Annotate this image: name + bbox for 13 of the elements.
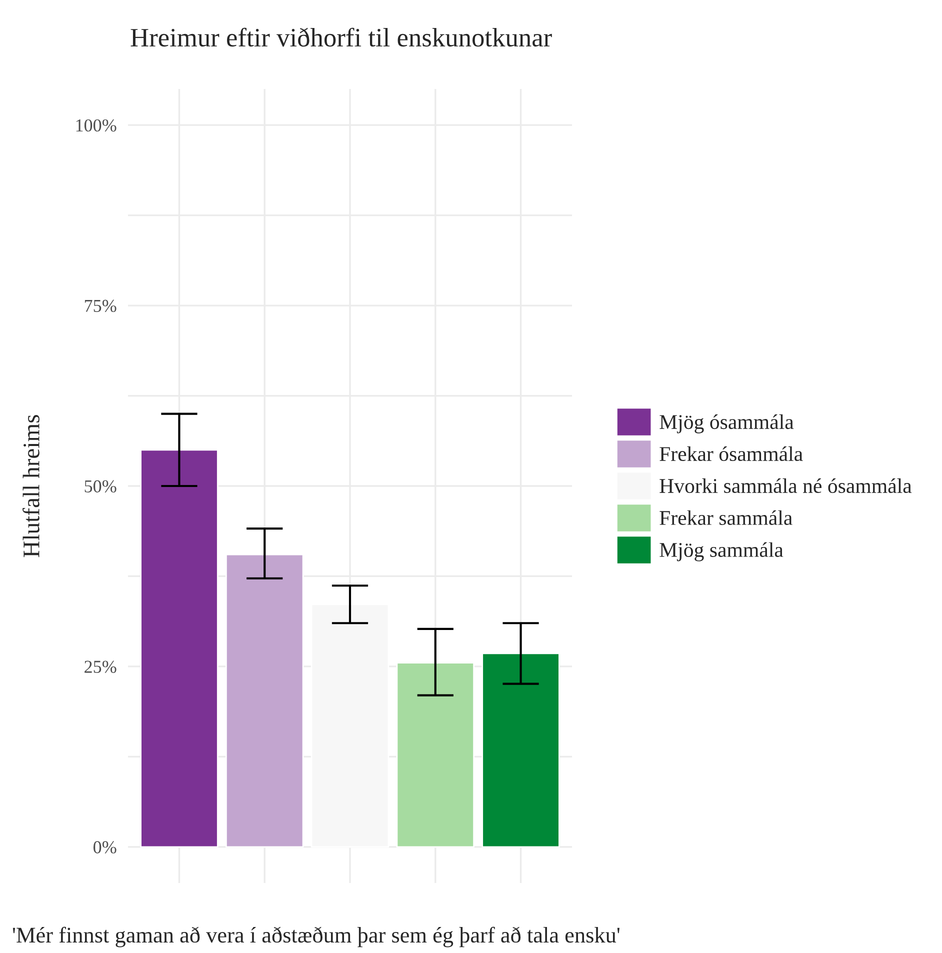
legend-label: Frekar ósammála bbox=[660, 446, 803, 462]
y-tick-label: 0% bbox=[94, 841, 116, 854]
legend-label: Hvorki sammála né ósammála bbox=[660, 478, 912, 494]
y-tick-label: 50% bbox=[84, 480, 116, 492]
text: 'Mér finnst gaman að vera í aðstæðum þar sem ég þarf að tala ensku' bbox=[12, 926, 620, 948]
chart-title: Hreimur eftir viðhorfi til enskunotkunar bbox=[130, 28, 552, 47]
legend-label: Mjög sammála bbox=[660, 542, 784, 562]
y-axis-title: Hlutfall hreims bbox=[22, 415, 40, 558]
legend-label: Mjög ósammála bbox=[660, 414, 794, 434]
y-tick-label: 75% bbox=[84, 300, 116, 312]
legend-label: Frekar sammála bbox=[660, 510, 792, 526]
y-tick-label: 100% bbox=[76, 119, 116, 132]
y-tick-label: 25% bbox=[84, 660, 116, 673]
